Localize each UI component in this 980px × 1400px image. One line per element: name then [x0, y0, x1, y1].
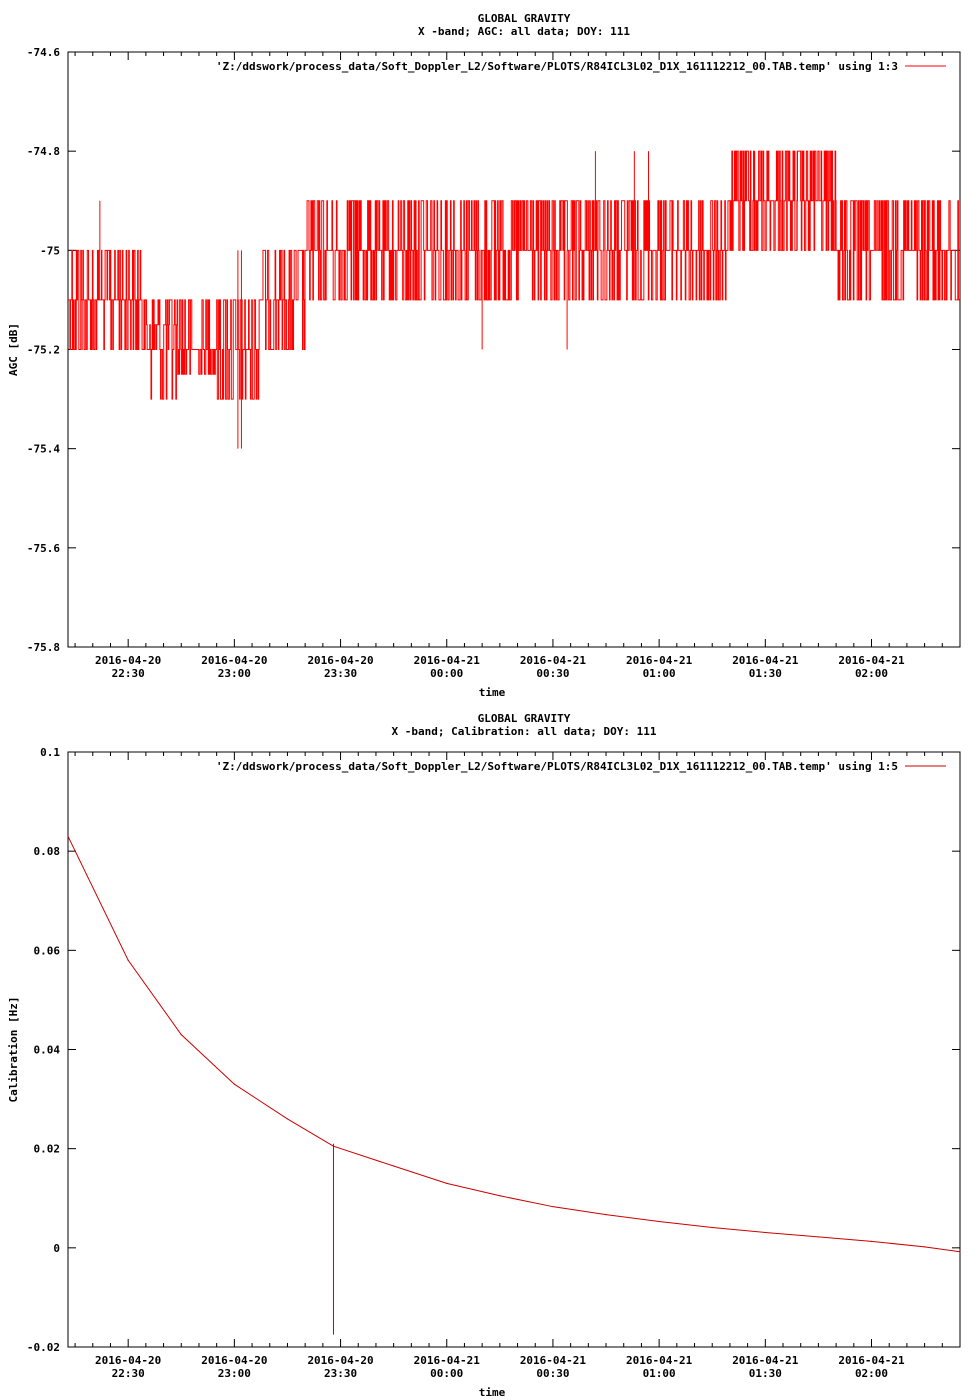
- x-tick-label-date: 2016-04-20: [201, 654, 267, 667]
- x-tick-label-date: 2016-04-20: [95, 1354, 161, 1367]
- x-tick-label-time: 23:00: [218, 667, 251, 680]
- y-tick-label: -74.6: [27, 46, 60, 59]
- x-tick-label-time: 00:00: [430, 667, 463, 680]
- y-tick-label: 0.08: [34, 845, 61, 858]
- series-line: [68, 150, 960, 400]
- x-tick-label-date: 2016-04-21: [626, 1354, 693, 1367]
- plot-frame: [67, 751, 961, 1348]
- x-tick-label-date: 2016-04-21: [520, 654, 587, 667]
- chart-title: GLOBAL GRAVITY: [478, 712, 571, 725]
- x-tick-label-date: 2016-04-20: [95, 654, 161, 667]
- y-tick-label: 0.06: [34, 944, 61, 957]
- y-tick-label: -75.8: [27, 641, 60, 654]
- y-tick-label: -75.2: [27, 344, 60, 357]
- x-tick-label-time: 00:30: [536, 667, 569, 680]
- x-tick-label-date: 2016-04-20: [307, 654, 373, 667]
- x-tick-label-time: 23:30: [324, 667, 357, 680]
- y-tick-label: 0.1: [40, 746, 60, 759]
- x-axis-label: time: [479, 1386, 506, 1399]
- y-tick-label: 0: [53, 1242, 60, 1255]
- y-tick-label: -75: [40, 244, 60, 257]
- y-axis-label: Calibration [Hz]: [7, 997, 20, 1103]
- y-tick-label: 0.04: [34, 1044, 61, 1057]
- legend-label: 'Z:/ddswork/process_data/Soft_Doppler_L2…: [216, 60, 898, 73]
- legend-label: 'Z:/ddswork/process_data/Soft_Doppler_L2…: [216, 760, 898, 773]
- x-tick-label-time: 00:30: [536, 1367, 569, 1380]
- x-tick-label-date: 2016-04-20: [201, 1354, 267, 1367]
- y-tick-label: 0.02: [34, 1143, 61, 1156]
- y-tick-label: -0.02: [27, 1341, 60, 1354]
- chart-subtitle: X -band; Calibration: all data; DOY: 111: [392, 725, 657, 738]
- series-calibration: [67, 835, 961, 1335]
- x-tick-label-time: 22:30: [112, 667, 145, 680]
- x-tick-label-date: 2016-04-21: [626, 654, 693, 667]
- chart-subtitle: X -band; AGC: all data; DOY: 111: [418, 25, 630, 38]
- x-tick-label-time: 01:00: [643, 1367, 676, 1380]
- x-axis-label: time: [479, 686, 506, 699]
- x-tick-label-date: 2016-04-21: [732, 654, 799, 667]
- chart-title: GLOBAL GRAVITY: [478, 12, 571, 25]
- x-tick-label-date: 2016-04-21: [838, 654, 905, 667]
- series-agc: [68, 150, 960, 449]
- x-tick-label-date: 2016-04-21: [520, 1354, 587, 1367]
- x-tick-label-time: 22:30: [112, 1367, 145, 1380]
- x-tick-label-time: 00:00: [430, 1367, 463, 1380]
- x-tick-label-time: 23:30: [324, 1367, 357, 1380]
- x-tick-label-date: 2016-04-20: [307, 1354, 373, 1367]
- x-tick-label-time: 02:00: [855, 1367, 888, 1380]
- x-tick-label-date: 2016-04-21: [414, 654, 481, 667]
- y-axis-label: AGC [dB]: [7, 323, 20, 376]
- x-tick-label-time: 01:30: [749, 667, 782, 680]
- x-tick-label-time: 01:30: [749, 1367, 782, 1380]
- y-tick-label: -75.6: [27, 542, 60, 555]
- x-tick-label-time: 01:00: [643, 667, 676, 680]
- x-tick-label-date: 2016-04-21: [414, 1354, 481, 1367]
- x-tick-label-time: 23:00: [218, 1367, 251, 1380]
- series-line: [67, 836, 961, 1253]
- x-tick-label-date: 2016-04-21: [732, 1354, 799, 1367]
- y-tick-label: -75.4: [27, 443, 60, 456]
- y-tick-label: -74.8: [27, 145, 60, 158]
- x-tick-label-date: 2016-04-21: [838, 1354, 905, 1367]
- x-tick-label-time: 02:00: [855, 667, 888, 680]
